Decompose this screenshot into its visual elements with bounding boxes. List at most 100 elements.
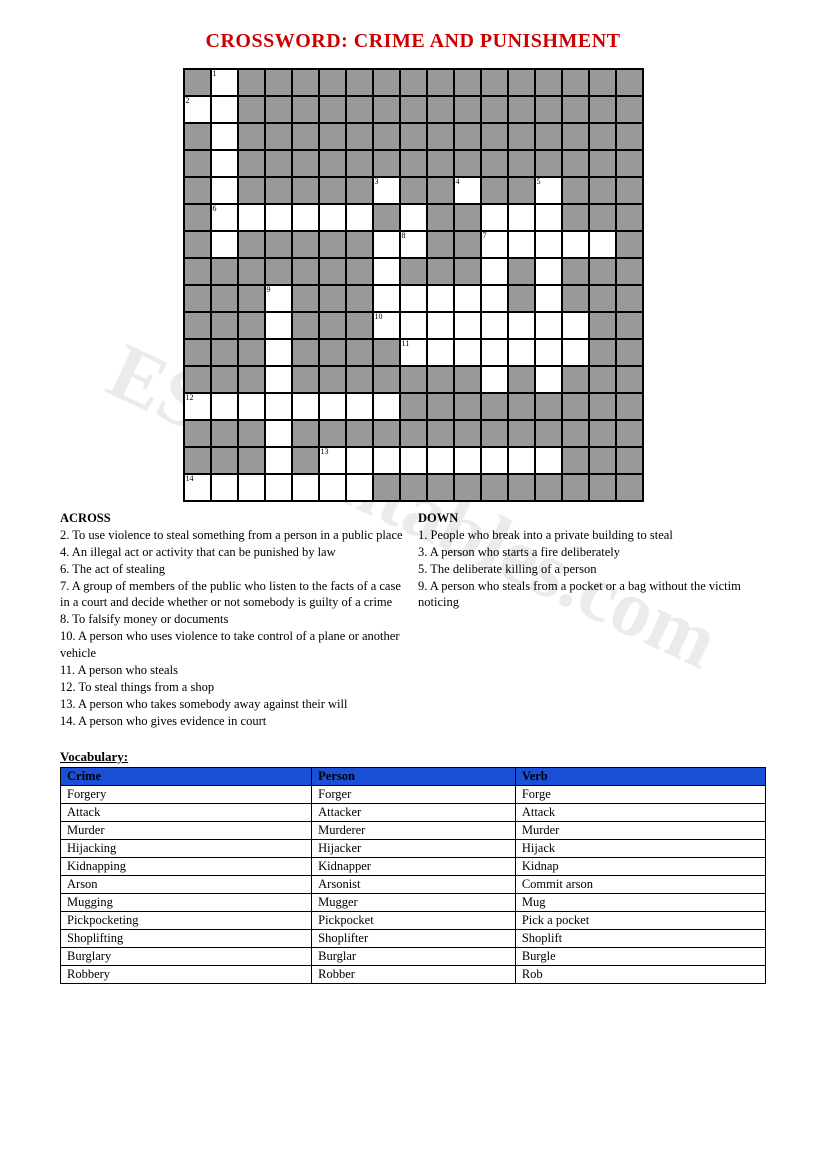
- crossword-cell: [427, 312, 454, 339]
- vocab-table: CrimePersonVerbForgeryForgerForgeAttackA…: [60, 767, 766, 984]
- crossword-cell: [265, 69, 292, 96]
- clue-item: 10. A person who uses violence to take c…: [60, 628, 408, 662]
- crossword-cell: [481, 177, 508, 204]
- vocab-cell: Hijacker: [312, 840, 516, 858]
- crossword-cell: [562, 69, 589, 96]
- crossword-cell: [508, 285, 535, 312]
- crossword-cell: [319, 69, 346, 96]
- crossword-cell: [454, 123, 481, 150]
- crossword-cell: [535, 420, 562, 447]
- vocab-cell: Shoplifter: [312, 930, 516, 948]
- crossword-cell: [238, 123, 265, 150]
- cell-number: 9: [267, 286, 271, 294]
- crossword-cell: 13: [319, 447, 346, 474]
- crossword-cell: [535, 285, 562, 312]
- crossword-cell: [454, 420, 481, 447]
- vocab-cell: Shoplift: [515, 930, 765, 948]
- crossword-cell: [454, 204, 481, 231]
- crossword-cell: [292, 447, 319, 474]
- crossword-cell: [400, 312, 427, 339]
- crossword-cell: [589, 312, 616, 339]
- crossword-cell: [346, 150, 373, 177]
- crossword-container: 1234568791011121314: [60, 68, 766, 502]
- crossword-cell: [292, 393, 319, 420]
- crossword-cell: [292, 258, 319, 285]
- crossword-cell: [427, 123, 454, 150]
- crossword-cell: 1: [211, 69, 238, 96]
- clues-heading: DOWN: [418, 510, 766, 527]
- crossword-cell: [535, 204, 562, 231]
- vocab-cell: Hijack: [515, 840, 765, 858]
- crossword-cell: [373, 339, 400, 366]
- clue-item: 1. People who break into a private build…: [418, 527, 766, 544]
- vocab-cell: Pickpocket: [312, 912, 516, 930]
- cell-number: 2: [186, 97, 190, 105]
- cell-number: 7: [483, 232, 487, 240]
- crossword-cell: [346, 177, 373, 204]
- crossword-cell: [427, 150, 454, 177]
- table-row: KidnappingKidnapperKidnap: [61, 858, 766, 876]
- crossword-cell: [400, 447, 427, 474]
- vocab-cell: Arsonist: [312, 876, 516, 894]
- crossword-cell: [373, 258, 400, 285]
- cell-number: 1: [213, 70, 217, 78]
- down-clues: DOWN1. People who break into a private b…: [418, 510, 766, 729]
- crossword-cell: [508, 69, 535, 96]
- crossword-cell: [400, 393, 427, 420]
- crossword-cell: [400, 204, 427, 231]
- crossword-cell: [427, 420, 454, 447]
- crossword-cell: [211, 177, 238, 204]
- crossword-cell: [562, 150, 589, 177]
- crossword-cell: [589, 339, 616, 366]
- clue-item: 4. An illegal act or activity that can b…: [60, 544, 408, 561]
- crossword-cell: [535, 393, 562, 420]
- crossword-cell: [616, 366, 643, 393]
- crossword-cell: [562, 96, 589, 123]
- crossword-cell: [265, 177, 292, 204]
- crossword-cell: [616, 339, 643, 366]
- vocab-cell: Burglar: [312, 948, 516, 966]
- crossword-cell: [562, 474, 589, 501]
- crossword-cell: [346, 420, 373, 447]
- crossword-cell: [589, 420, 616, 447]
- crossword-cell: [211, 366, 238, 393]
- crossword-cell: [373, 393, 400, 420]
- crossword-cell: [616, 69, 643, 96]
- crossword-cell: [454, 339, 481, 366]
- crossword-cell: [535, 231, 562, 258]
- crossword-cell: [238, 420, 265, 447]
- crossword-cell: [373, 204, 400, 231]
- crossword-cell: [562, 339, 589, 366]
- crossword-cell: [238, 150, 265, 177]
- crossword-cell: [508, 447, 535, 474]
- crossword-cell: [616, 420, 643, 447]
- crossword-cell: [589, 393, 616, 420]
- crossword-cell: [427, 177, 454, 204]
- crossword-cell: [319, 312, 346, 339]
- crossword-cell: [265, 420, 292, 447]
- cell-number: 5: [537, 178, 541, 186]
- crossword-cell: [427, 204, 454, 231]
- crossword-cell: [616, 312, 643, 339]
- crossword-cell: [238, 393, 265, 420]
- crossword-cell: [373, 123, 400, 150]
- crossword-cell: 7: [481, 231, 508, 258]
- crossword-cell: 8: [400, 231, 427, 258]
- vocab-cell: Commit arson: [515, 876, 765, 894]
- crossword-cell: [454, 312, 481, 339]
- page-title: CROSSWORD: CRIME AND PUNISHMENT: [60, 30, 766, 53]
- crossword-cell: [211, 258, 238, 285]
- vocab-cell: Shoplifting: [61, 930, 312, 948]
- crossword-cell: [427, 366, 454, 393]
- crossword-cell: [427, 231, 454, 258]
- crossword-cell: [481, 69, 508, 96]
- crossword-cell: [346, 339, 373, 366]
- crossword-cell: [319, 150, 346, 177]
- crossword-cell: [319, 123, 346, 150]
- crossword-cell: [454, 366, 481, 393]
- crossword-cell: [508, 312, 535, 339]
- crossword-cell: [265, 447, 292, 474]
- crossword-cell: [616, 96, 643, 123]
- crossword-cell: [616, 393, 643, 420]
- vocab-cell: Hijacking: [61, 840, 312, 858]
